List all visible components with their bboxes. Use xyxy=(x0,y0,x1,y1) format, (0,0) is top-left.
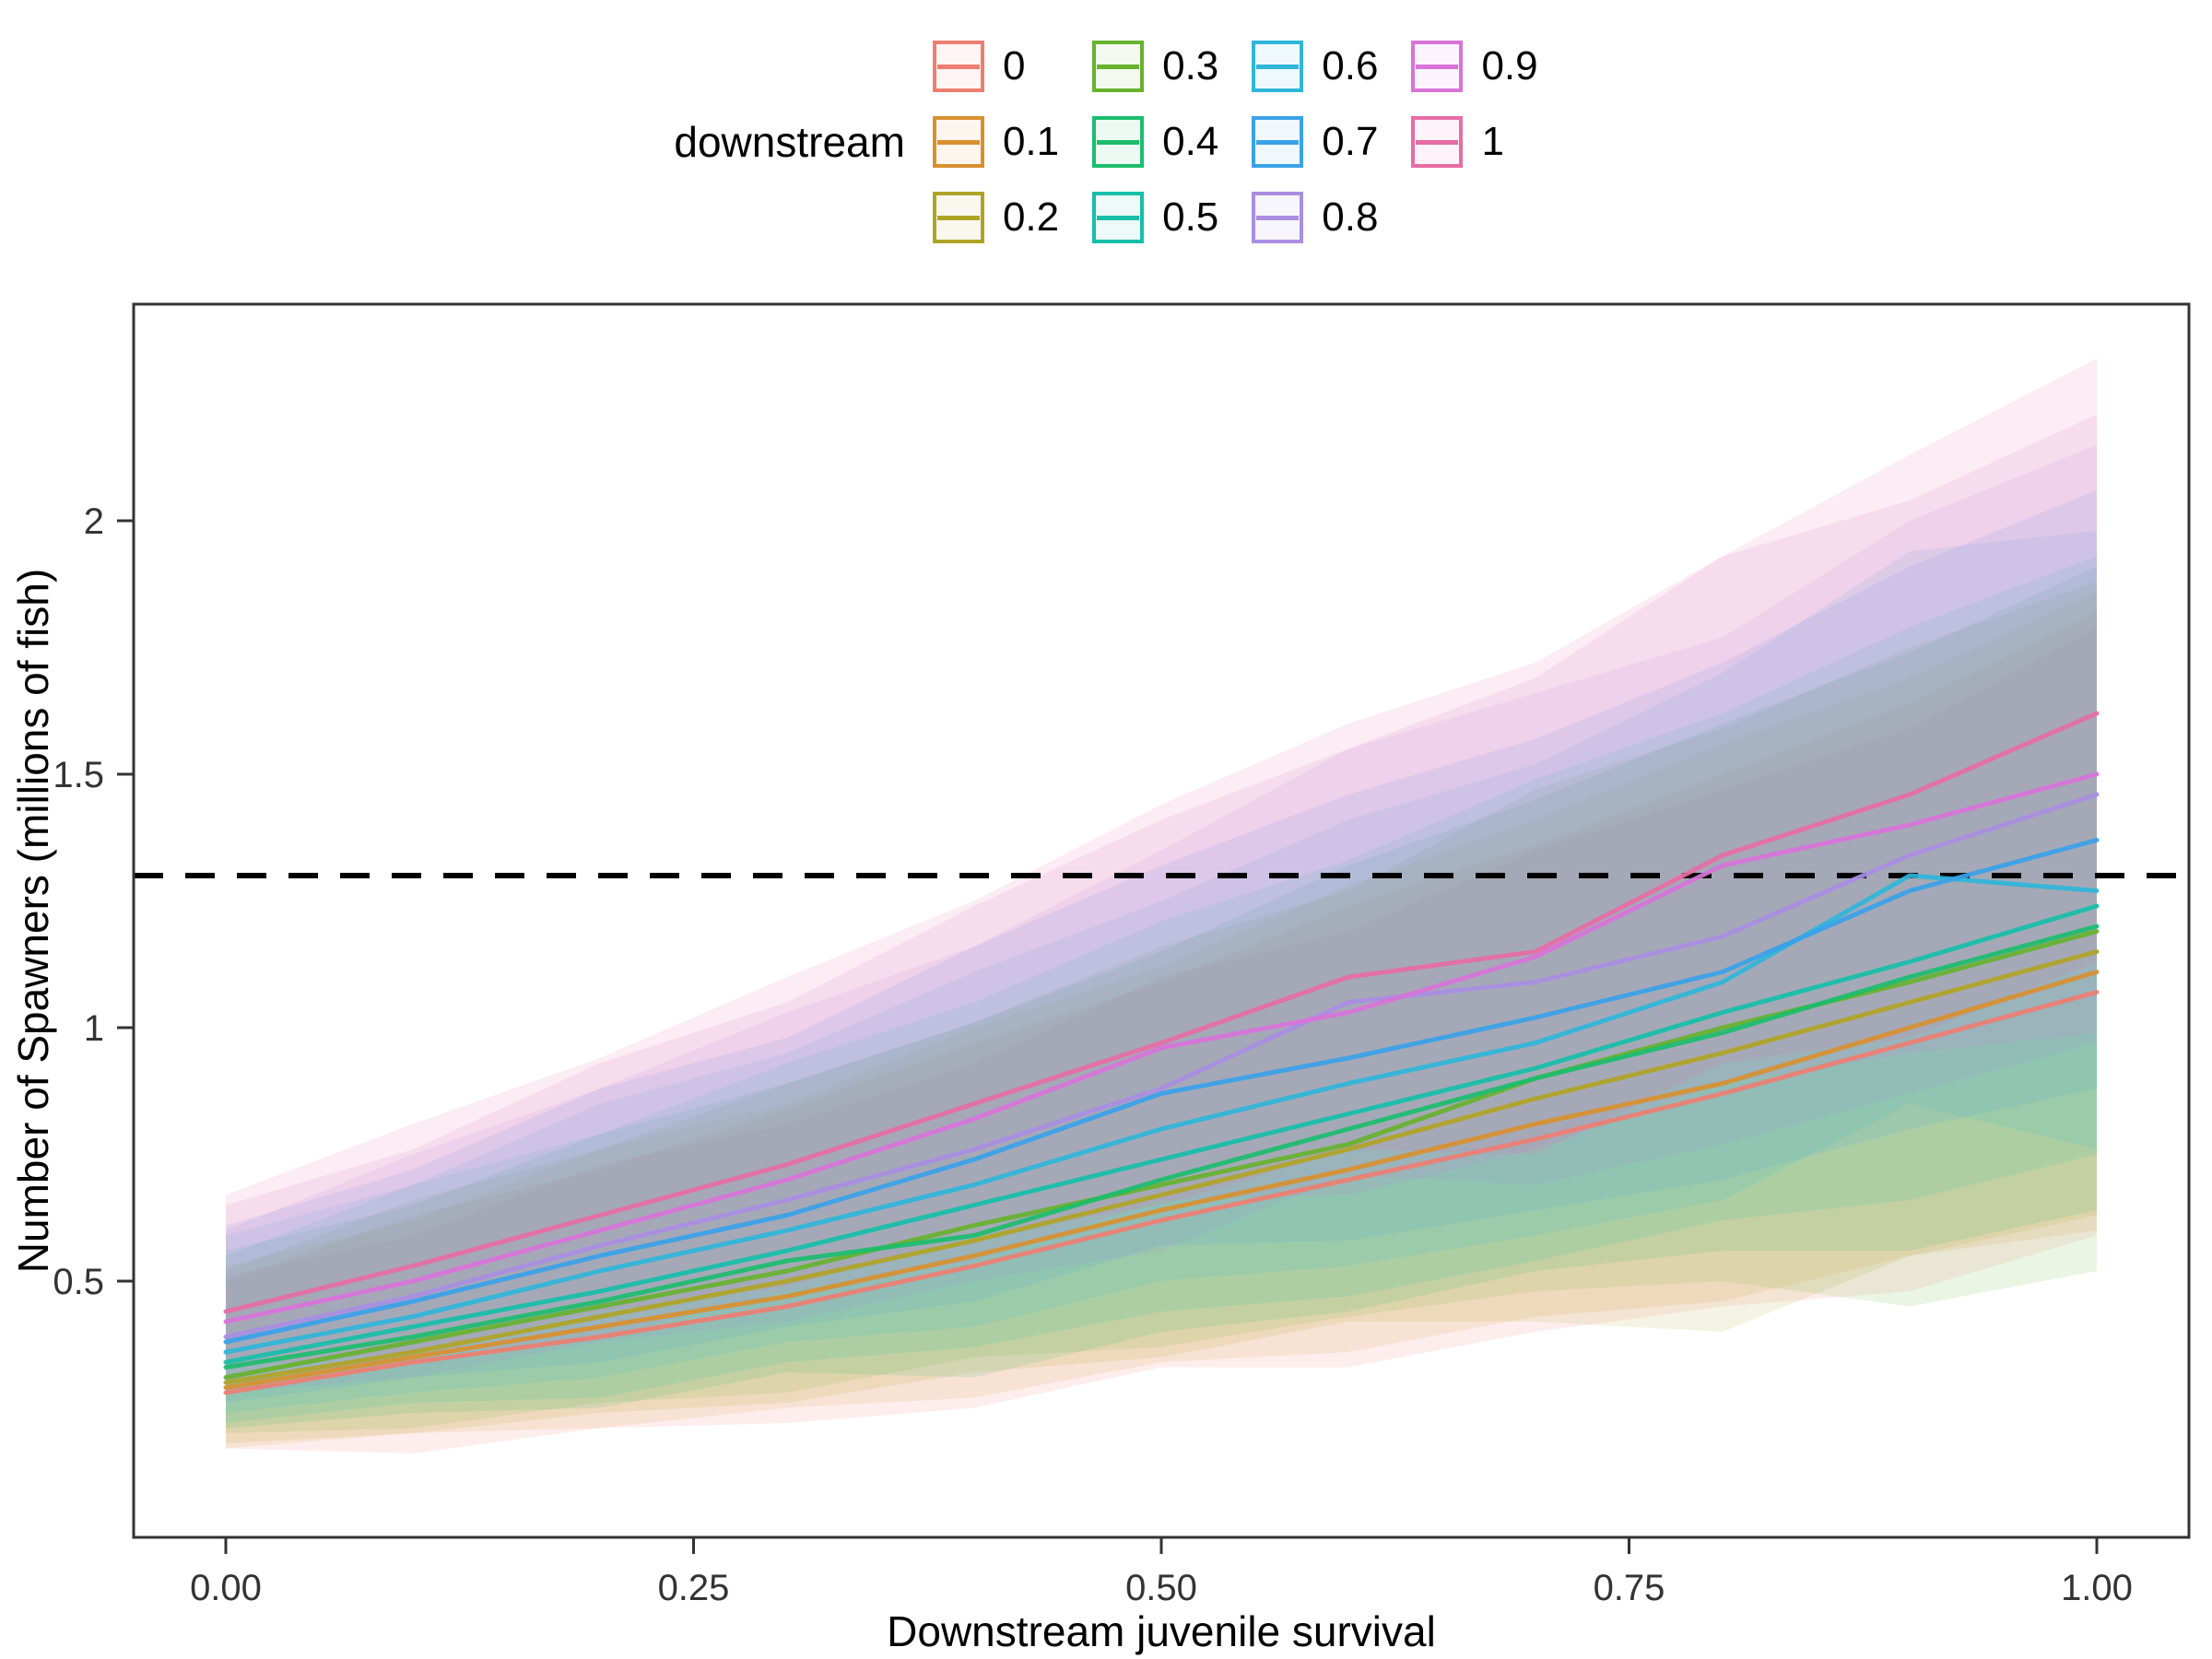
y-axis-title: Number of Spawners (millions of fish) xyxy=(9,569,57,1273)
x-tick-label: 0.00 xyxy=(190,1568,262,1608)
legend: downstream 0 0.1 0.2 0.3 0.4 0.5 0.6 0.7 0.8 0.9 1 xyxy=(0,0,2212,284)
legend-item-label: 0.7 xyxy=(1322,119,1379,164)
legend-item-label: 0.8 xyxy=(1322,194,1379,240)
legend-item-0.2: 0.2 xyxy=(932,192,1060,243)
legend-key-line-icon xyxy=(1097,65,1140,69)
series-ribbon-1 xyxy=(226,359,2097,1368)
legend-item-label: 0.6 xyxy=(1322,43,1379,88)
legend-key-swatch xyxy=(1411,41,1464,92)
series-line-0.8 xyxy=(223,792,2100,1339)
y-tick-label: 2 xyxy=(84,501,104,542)
legend-item-0.3: 0.3 xyxy=(1092,41,1218,92)
x-axis-title: Downstream juvenile survival xyxy=(887,1607,1436,1655)
legend-key-line-icon xyxy=(1416,140,1459,145)
series-ribbon-0.3 xyxy=(226,582,2097,1433)
series-ribbon-0.9 xyxy=(226,414,2097,1382)
legend-item-label: 0.9 xyxy=(1481,43,1538,88)
legend-item-0.9: 0.9 xyxy=(1411,41,1538,92)
series-ribbon-0.6 xyxy=(226,531,2097,1413)
legend-key-swatch xyxy=(1252,116,1304,168)
legend-key-line-icon xyxy=(1416,65,1459,69)
legend-key-swatch xyxy=(1252,41,1304,92)
legend-key-line-icon xyxy=(1097,140,1140,145)
legend-item-label: 0.5 xyxy=(1162,194,1219,240)
legend-item-label: 1 xyxy=(1481,119,1504,164)
legend-key-swatch xyxy=(932,192,984,243)
x-tick-label: 0.75 xyxy=(1594,1568,1665,1608)
legend-title: downstream xyxy=(674,118,905,166)
series-line-0.4 xyxy=(223,924,2100,1370)
legend-item-0.1: 0.1 xyxy=(932,116,1060,168)
legend-item-1: 1 xyxy=(1411,116,1537,168)
series-ribbon-0 xyxy=(226,627,2097,1453)
series-ribbon-0.7 xyxy=(226,490,2097,1403)
legend-key-line-icon xyxy=(1256,65,1300,69)
legend-key-line-icon xyxy=(936,65,980,69)
series-line-0 xyxy=(223,990,2100,1395)
series-ribbon-0.1 xyxy=(226,612,2097,1449)
series-line-1 xyxy=(223,711,2100,1314)
legend-key-line-icon xyxy=(1256,216,1300,220)
legend-item-label: 0.3 xyxy=(1162,43,1219,88)
legend-item-0.4: 0.4 xyxy=(1092,116,1218,168)
series-line-0.7 xyxy=(223,838,2100,1345)
x-tick-label: 0.25 xyxy=(658,1568,730,1608)
y-tick-label: 1.5 xyxy=(53,755,104,795)
legend-grid: 0 0.1 0.2 0.3 0.4 0.5 0.6 0.7 0.8 0.9 1 xyxy=(932,41,1538,243)
legend-key-line-icon xyxy=(936,140,980,145)
legend-item-label: 0.4 xyxy=(1162,119,1219,164)
series-ribbon-0.4 xyxy=(226,566,2097,1429)
x-tick-label: 1.00 xyxy=(2061,1568,2133,1608)
series-line-0.1 xyxy=(223,970,2100,1390)
legend-key-swatch xyxy=(932,41,984,92)
series-line-0.9 xyxy=(223,771,2100,1324)
legend-key-swatch xyxy=(1411,116,1464,168)
series-ribbon-0.2 xyxy=(226,592,2097,1443)
legend-key-line-icon xyxy=(1256,140,1300,145)
legend-key-swatch xyxy=(1092,41,1145,92)
legend-item-label: 0.2 xyxy=(1002,194,1060,240)
series-line-0.5 xyxy=(223,903,2100,1365)
series-ribbon-0.8 xyxy=(226,444,2097,1393)
y-tick-label: 0.5 xyxy=(53,1262,104,1302)
legend-item-0: 0 xyxy=(932,41,1059,92)
legend-key-swatch xyxy=(1252,192,1304,243)
x-tick-label: 0.50 xyxy=(1125,1568,1197,1608)
legend-key-swatch xyxy=(1092,116,1145,168)
legend-item-0.8: 0.8 xyxy=(1252,192,1378,243)
series-line-0.2 xyxy=(223,949,2100,1385)
y-tick-label: 1 xyxy=(84,1008,104,1049)
legend-key-swatch xyxy=(932,116,984,168)
legend-item-label: 0.1 xyxy=(1002,119,1060,164)
legend-key-swatch xyxy=(1092,192,1145,243)
legend-key-line-icon xyxy=(936,216,980,220)
legend-item-0.6: 0.6 xyxy=(1252,41,1378,92)
legend-key-line-icon xyxy=(1097,216,1140,220)
legend-item-0.7: 0.7 xyxy=(1252,116,1378,168)
legend-item-label: 0 xyxy=(1002,43,1026,88)
legend-item-0.5: 0.5 xyxy=(1092,192,1218,243)
